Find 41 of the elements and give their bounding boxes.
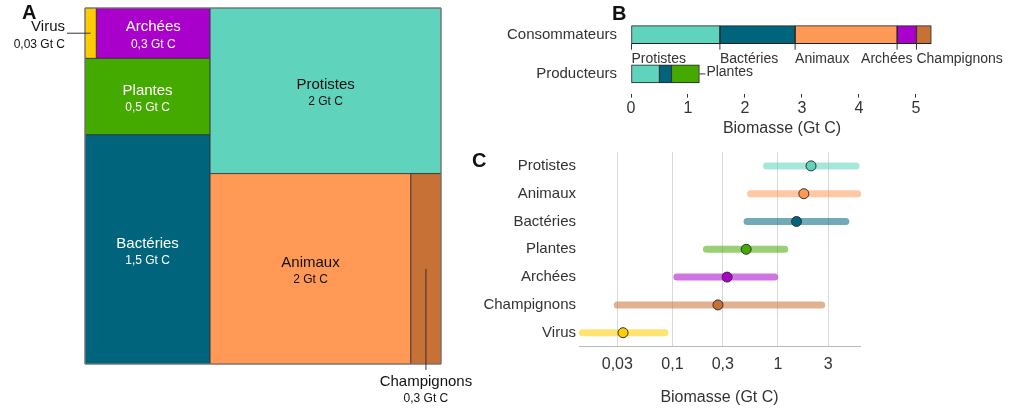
x-tick-label: 0 [626,98,636,116]
y-tick-label: Champignons [483,295,576,313]
category-label: Archées [125,17,181,35]
series-label: Archées [861,49,913,66]
y-tick-label: Producteurs [536,64,617,82]
data-label: 1,5 Gt C [125,252,171,267]
x-tick-label: 1 [773,354,783,372]
y-tick-label: Bactéries [513,211,576,229]
series-label: Protistes [631,49,686,66]
x-tick-label: 5 [911,98,921,116]
x-tick-label: 2 [740,98,750,116]
category-label: Animaux [281,252,341,270]
y-tick-label: Protistes [517,156,576,174]
y-tick-label: Animaux [517,183,577,201]
category-label: Bactéries [116,233,179,251]
category-label: Plantes [122,80,173,98]
chart-title: C [472,149,487,171]
y-tick-label: Consommateurs [506,24,617,42]
x-tick-label: 3 [823,354,833,372]
x-axis-title: Biomasse (Gt C) [660,387,779,405]
y-tick-label: Plantes [525,239,576,257]
y-tick-label: Virus [542,322,576,340]
data-label: 0,3 Gt C [403,391,449,406]
y-tick-label: Archées [520,267,576,285]
series-label: Animaux [795,49,850,66]
data-label: 0,3 Gt C [130,36,176,51]
category-label: Champignons [379,372,473,390]
x-axis-title: Biomasse (Gt C) [722,118,842,136]
x-tick-label: 0,03 [601,354,633,372]
x-tick-label: 4 [854,98,864,116]
chart-title: B [612,2,627,24]
series-label: Champignons [916,49,1003,66]
data-label: 2 Gt C [308,94,344,109]
category-label: Protistes [296,74,355,92]
x-tick-label: 3 [797,98,807,116]
x-tick-label: 1 [683,98,693,116]
data-label: 0,5 Gt C [125,99,171,114]
x-tick-label: 0,1 [661,354,684,372]
x-tick-label: 0,3 [711,354,734,372]
data-label: 2 Gt C [293,272,329,287]
data-label: 0,03 Gt C [13,36,66,51]
